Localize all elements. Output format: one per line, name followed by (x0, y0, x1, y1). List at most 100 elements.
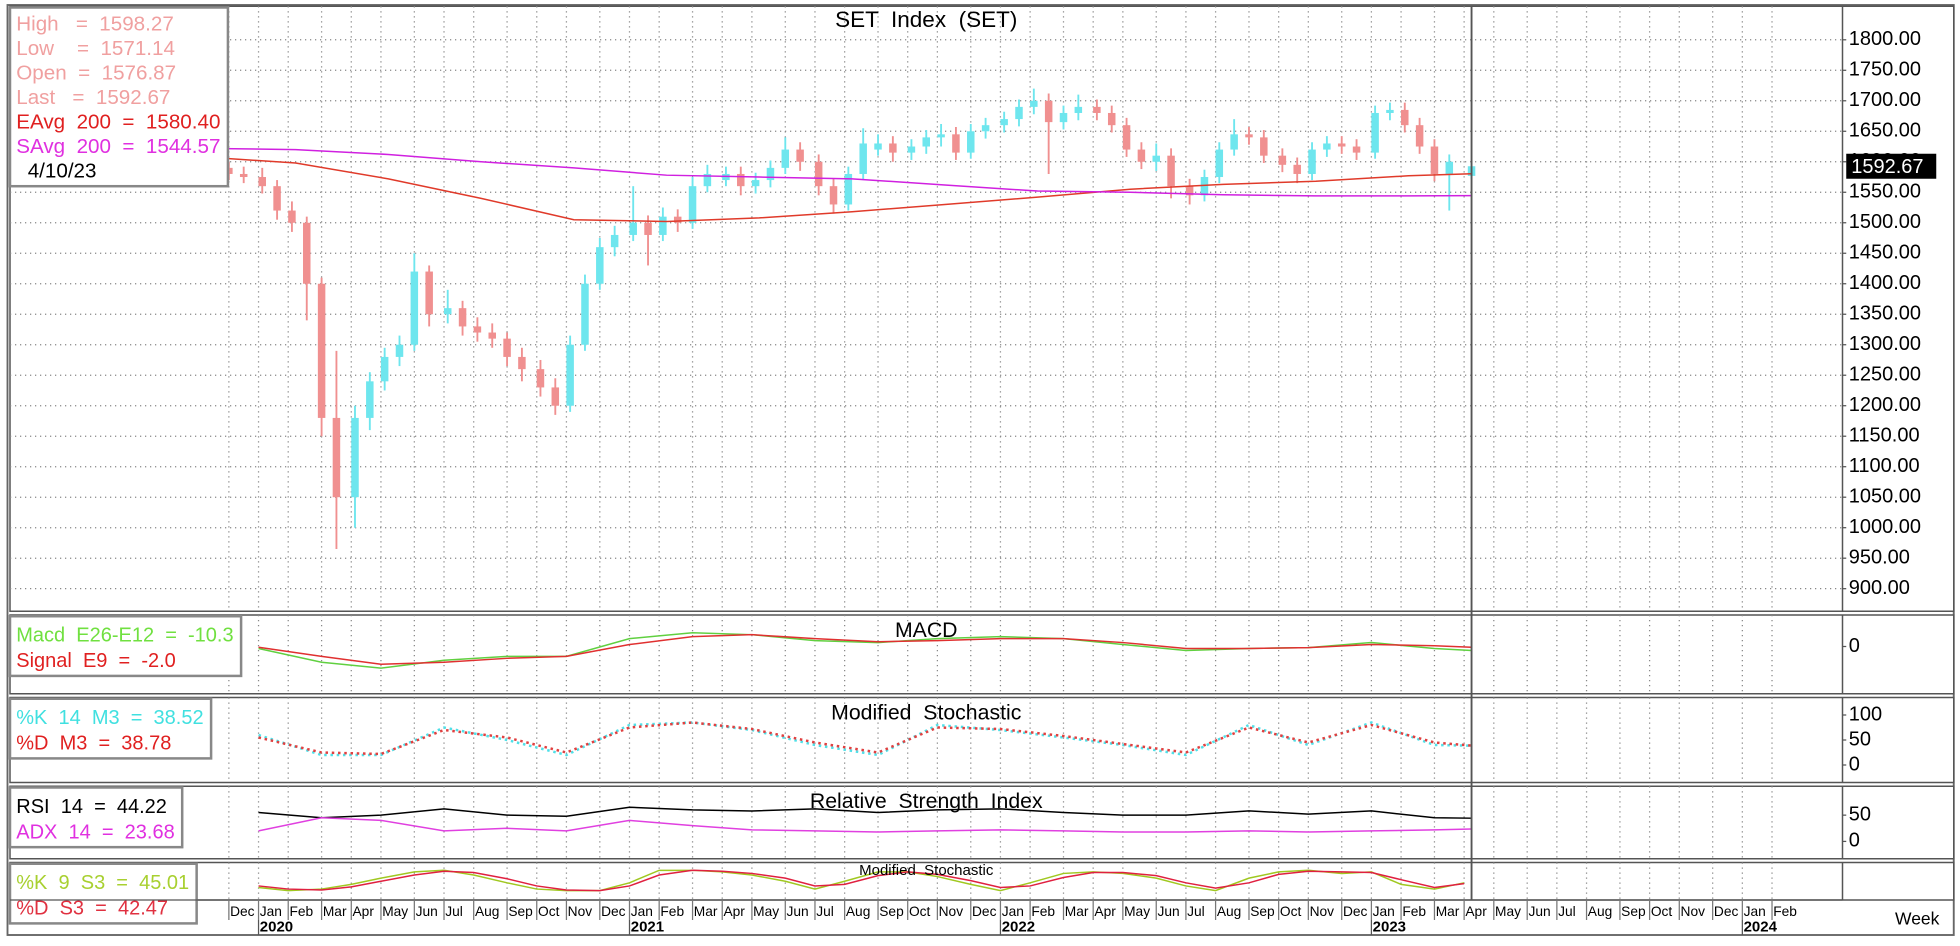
candle-body (751, 180, 760, 187)
readout-text: SAvg 200 = 1544.57 (16, 135, 220, 158)
x-year-label: 2021 (631, 918, 664, 935)
series-line (258, 633, 1472, 665)
candle-body (1215, 149, 1224, 178)
readout-text: High = 1598.27 (16, 12, 174, 35)
candle-body (1044, 100, 1053, 123)
series-line (258, 869, 1465, 892)
x-tick-label: Nov (1310, 904, 1335, 919)
candle-body (907, 146, 916, 153)
candle-body (688, 186, 697, 223)
candle-body (796, 149, 804, 162)
panel-title: MACD (895, 618, 958, 642)
candle-body (551, 387, 560, 406)
candle-body (1030, 100, 1038, 107)
x-tick-label: Aug (846, 904, 870, 919)
y-tick-label: 1050.00 (1849, 485, 1921, 507)
panel-title: Modified Stochastic (859, 862, 994, 879)
candle-body (737, 173, 745, 187)
series-line (202, 147, 1472, 197)
candle-body (703, 173, 712, 187)
y-tick-label: 1150.00 (1849, 424, 1920, 446)
y-tick-label: 100 (1849, 703, 1882, 725)
x-tick-label: Mar (1065, 904, 1089, 919)
candle-body (1337, 143, 1346, 147)
x-tick-label: Jun (416, 904, 438, 919)
x-tick-label: Mar (1436, 904, 1460, 919)
y-tick-label: 1750.00 (1849, 59, 1921, 81)
y-tick-label: 1400.00 (1849, 272, 1921, 294)
candle-body (1430, 146, 1439, 174)
candle-body (1230, 134, 1238, 150)
x-tick-label: Feb (1031, 904, 1055, 919)
candle-body (410, 271, 419, 345)
candle-body (566, 344, 574, 406)
x-tick-label: Nov (568, 904, 593, 919)
x-tick-label: Mar (694, 904, 718, 919)
candle-body (1185, 186, 1194, 196)
x-axis-label: Week (1895, 909, 1940, 929)
plot-area (202, 88, 1476, 550)
candle-body (1293, 164, 1301, 174)
x-year-label: 2020 (260, 918, 293, 935)
x-tick-label: Feb (660, 904, 684, 919)
x-tick-label: Oct (538, 904, 560, 919)
y-tick-label: 1650.00 (1849, 120, 1921, 142)
candle-body (488, 332, 496, 339)
candle-body (1245, 134, 1253, 138)
series-line (258, 869, 1465, 892)
candle-body (303, 222, 311, 284)
candle-body (395, 344, 404, 357)
candle-body (518, 356, 526, 370)
panel-frame (9, 614, 1955, 695)
candle-body (844, 173, 853, 205)
y-tick-label: 1500.00 (1849, 211, 1921, 233)
readout-text: 4/10/23 (16, 159, 96, 182)
candle-body (781, 149, 790, 168)
readout-box: %K 14 M3 = 38.52 %D M3 = 38.78 (8, 697, 213, 760)
x-tick-label: Feb (1402, 904, 1426, 919)
candle-body (288, 210, 296, 223)
panel-frame (9, 785, 1955, 860)
y-tick-label: 1200.00 (1849, 394, 1921, 416)
x-tick-label: Jun (1528, 904, 1550, 919)
x-tick-label: Jan (260, 904, 282, 919)
candle-body (610, 234, 619, 248)
panel-frame (9, 696, 1955, 784)
readout-text: Low = 1571.14 (16, 37, 175, 60)
candle-body (1137, 149, 1146, 162)
x-tick-label: Sep (1621, 904, 1646, 919)
candle-body (673, 216, 682, 223)
y-tick-label: 1100.00 (1849, 455, 1920, 477)
candle-body (874, 143, 882, 150)
readout-text: %K 9 S3 = 45.01 (16, 872, 189, 894)
x-tick-label: Jan (1744, 904, 1766, 919)
candle-body (1015, 106, 1023, 120)
candle-body (366, 381, 374, 418)
x-tick-label: Oct (1280, 904, 1302, 919)
candle-body (766, 167, 775, 181)
readout-text: RSI 14 = 44.22 (16, 796, 167, 818)
x-tick-label: Jan (1373, 904, 1395, 919)
candle-body (1107, 112, 1116, 126)
readout-text: Last = 1592.67 (16, 86, 170, 109)
readout-text: Signal E9 = -2.0 (16, 650, 176, 672)
candle-body (1074, 106, 1083, 113)
plot-area (258, 721, 1472, 757)
x-year-label: 2023 (1373, 918, 1406, 935)
x-tick-label: Jun (787, 904, 809, 919)
candle-body (351, 417, 359, 498)
x-tick-label: Oct (1651, 904, 1673, 919)
series-line (258, 806, 1472, 819)
x-tick-label: Jul (1558, 904, 1576, 919)
x-tick-label: Dec (1343, 904, 1368, 919)
candle-body (1323, 143, 1331, 150)
x-tick-label: Jul (1187, 904, 1205, 919)
readout-text: Open = 1576.87 (16, 61, 176, 84)
last-price-box (1846, 153, 1937, 179)
x-tick-label: Aug (475, 904, 499, 919)
x-tick-label: Sep (879, 904, 904, 919)
candle-body (1200, 177, 1209, 196)
panel-title: Modified Stochastic (831, 700, 1022, 724)
candle-body (536, 369, 545, 388)
